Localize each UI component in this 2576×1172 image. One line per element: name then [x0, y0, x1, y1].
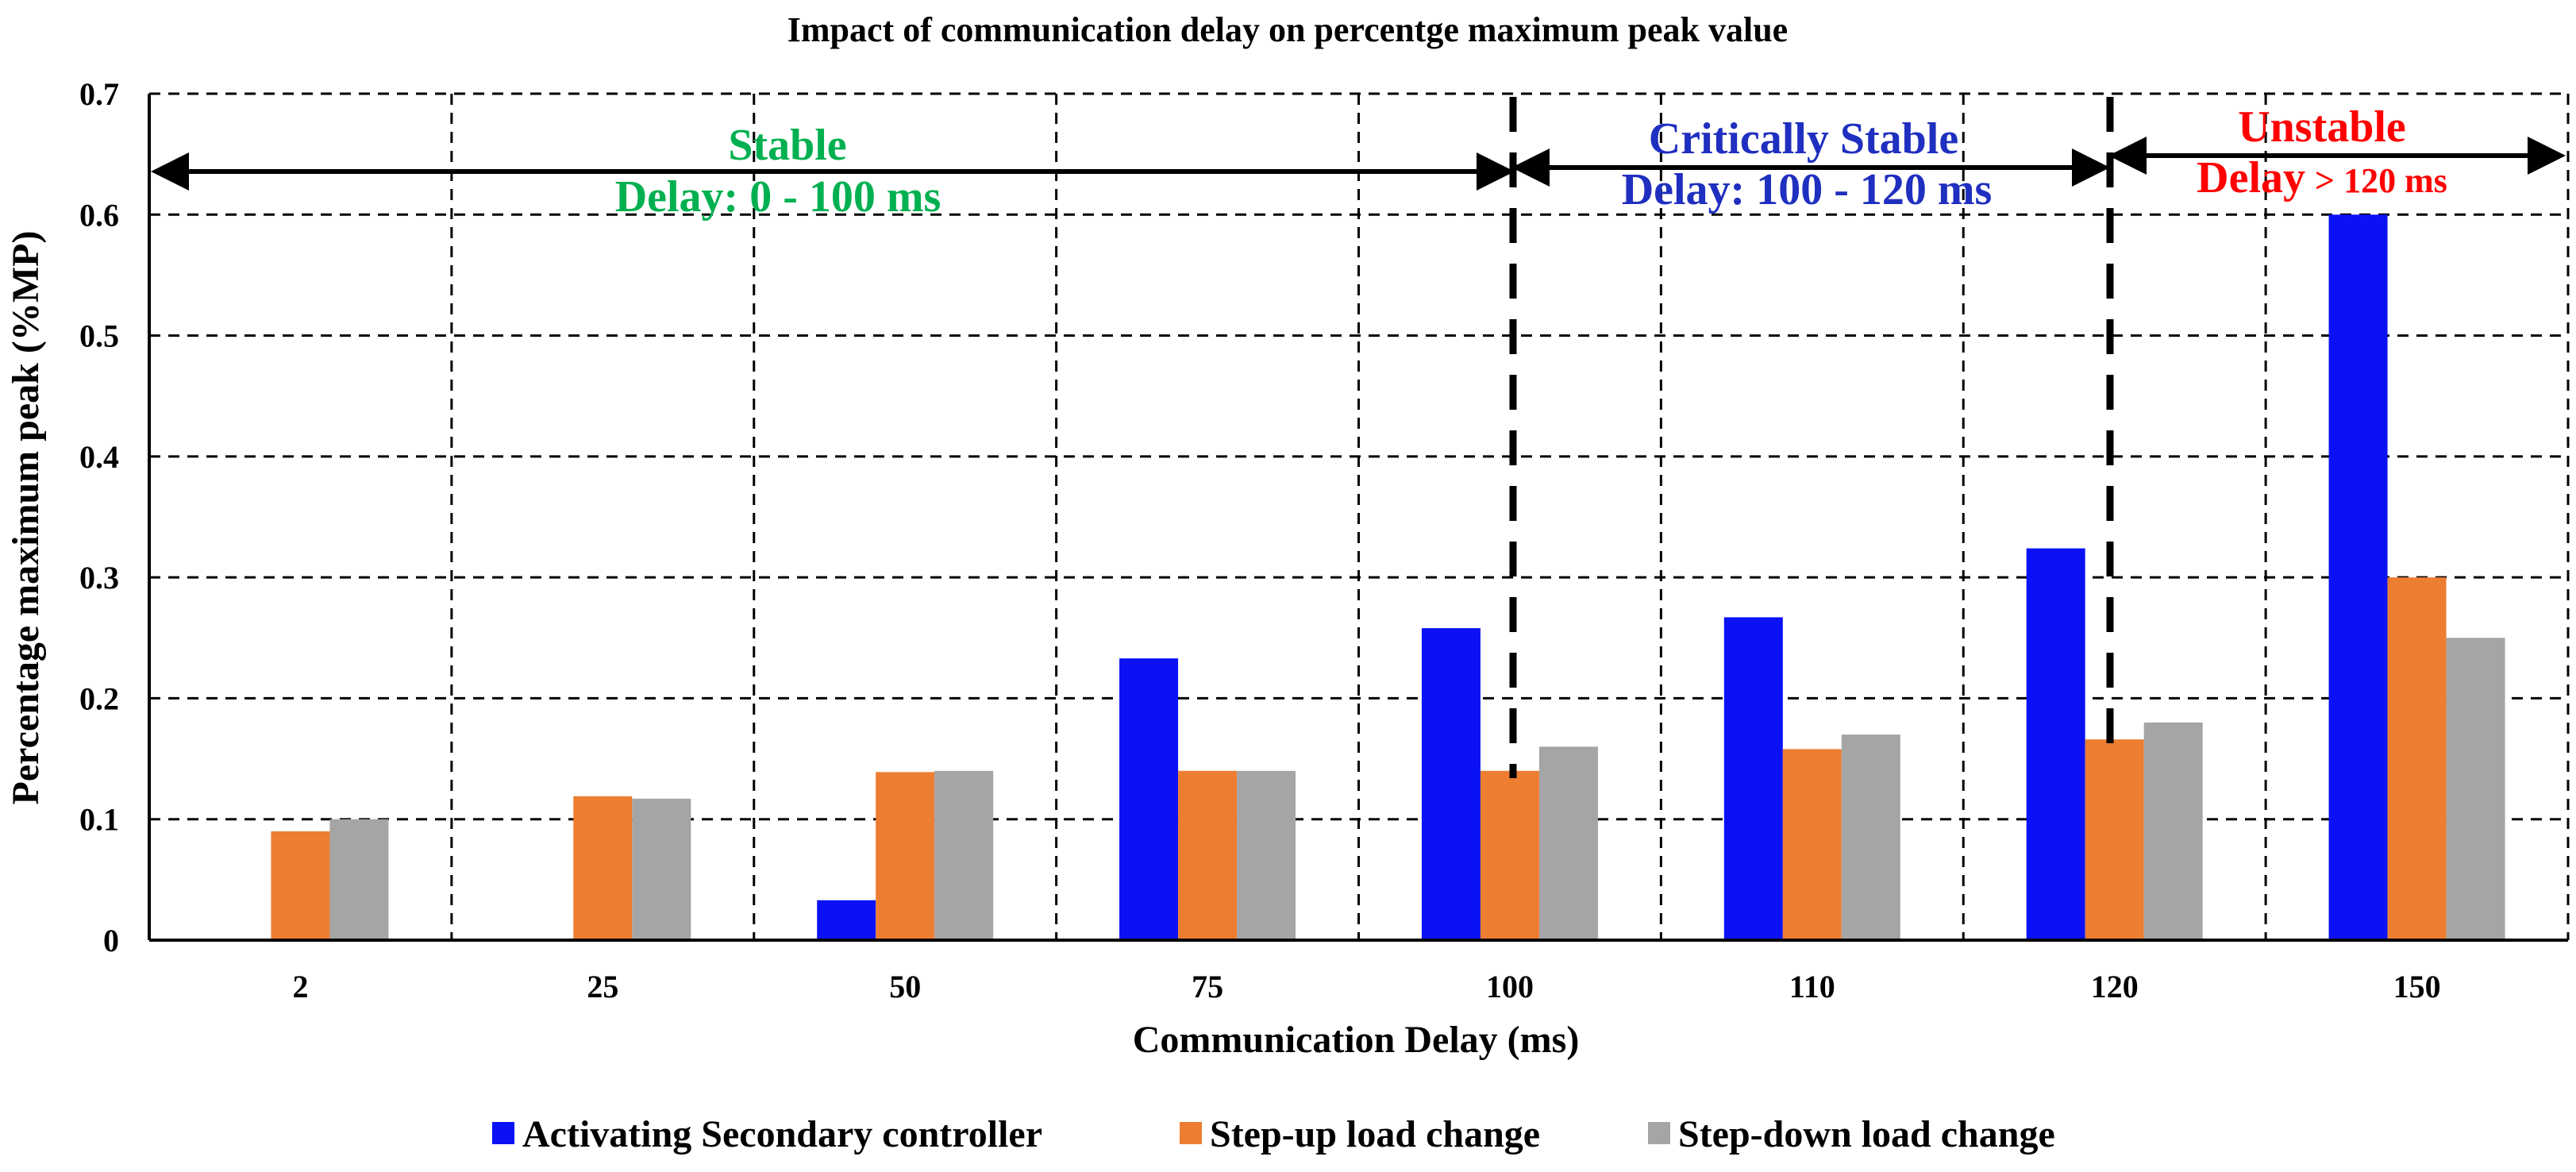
bar-step-down-load-change-100 [1538, 746, 1598, 940]
legend-label-secondary: Activating Secondary controller [522, 1113, 1042, 1155]
bar-activating-secondary-controller-110 [1723, 617, 1783, 940]
bar-step-up-load-change-2 [271, 831, 330, 940]
y-tick-label: 0.7 [79, 76, 119, 112]
legend-swatch-step-down [1648, 1122, 1670, 1144]
unstable-label: Unstable [2238, 102, 2406, 152]
bar-step-down-load-change-25 [632, 798, 691, 940]
legend: Activating Secondary controller Step-up … [492, 1113, 2055, 1155]
bar-step-up-load-change-100 [1480, 770, 1539, 940]
y-tick-labels: 0 0.1 0.2 0.3 0.4 0.5 0.6 0.7 [79, 76, 119, 958]
x-tick-label: 150 [2393, 969, 2441, 1004]
stable-label: Stable [728, 121, 846, 170]
bar-step-down-load-change-110 [1841, 734, 1900, 940]
unstable-range-detail: > 120 ms [2315, 161, 2447, 200]
bar-activating-secondary-controller-100 [1421, 628, 1481, 940]
bar-step-down-load-change-120 [2143, 722, 2203, 940]
x-tick-label: 75 [1192, 969, 1223, 1004]
y-tick-label: 0.3 [79, 560, 119, 596]
bar-step-up-load-change-150 [2387, 577, 2447, 940]
y-axis-label: Percentage maximum peak (%MP) [5, 231, 47, 805]
y-tick-label: 0.6 [79, 197, 119, 233]
gridlines [149, 92, 2570, 940]
bar-step-down-load-change-75 [1237, 770, 1296, 940]
bars [271, 214, 2505, 940]
y-tick-label: 0.5 [79, 318, 119, 354]
x-tick-label: 50 [889, 969, 921, 1004]
legend-swatch-step-up [1180, 1122, 1202, 1144]
region-annotations: Stable Delay: 0 - 100 ms Critically Stab… [151, 97, 2566, 778]
x-tick-label: 100 [1486, 969, 1534, 1004]
bar-activating-secondary-controller-120 [2026, 548, 2085, 940]
bar-step-up-load-change-110 [1782, 749, 1842, 940]
unstable-range-main: Delay [2197, 153, 2305, 202]
bar-step-up-load-change-120 [2085, 739, 2144, 940]
y-tick-label: 0.2 [79, 680, 119, 716]
x-axis-label: Communication Delay (ms) [1133, 1019, 1580, 1061]
bar-step-down-load-change-50 [934, 770, 994, 940]
y-tick-label: 0.4 [79, 439, 119, 475]
y-tick-label: 0.1 [79, 802, 119, 838]
x-tick-label: 2 [292, 969, 308, 1004]
critically-stable-range-label: Delay: 100 - 120 ms [1622, 165, 1993, 214]
x-tick-label: 110 [1789, 969, 1835, 1004]
axes [148, 94, 2568, 942]
legend-label-step-down: Step-down load change [1678, 1113, 2055, 1155]
y-tick-label: 0 [103, 923, 119, 958]
legend-swatch-secondary [492, 1122, 514, 1144]
bar-step-down-load-change-150 [2446, 638, 2505, 940]
bar-activating-secondary-controller-75 [1119, 658, 1179, 940]
bar-step-up-load-change-75 [1178, 770, 1238, 940]
legend-label-step-up: Step-up load change [1210, 1113, 1540, 1155]
bar-step-up-load-change-25 [573, 796, 633, 940]
x-tick-label: 120 [2091, 969, 2139, 1004]
stable-range-label: Delay: 0 - 100 ms [615, 172, 941, 222]
bar-activating-secondary-controller-50 [817, 900, 876, 940]
critically-stable-label: Critically Stable [1649, 114, 1958, 164]
chart-title: Impact of communication delay on percent… [787, 10, 1788, 49]
bar-activating-secondary-controller-150 [2328, 214, 2388, 940]
x-tick-labels: 2 25 50 75 100 110 120 150 [292, 969, 2440, 1004]
bar-step-down-load-change-2 [329, 819, 389, 940]
x-tick-label: 25 [587, 969, 618, 1004]
unstable-range-label: Delay > 120 ms [2197, 153, 2447, 202]
bar-step-up-load-change-50 [876, 772, 935, 940]
